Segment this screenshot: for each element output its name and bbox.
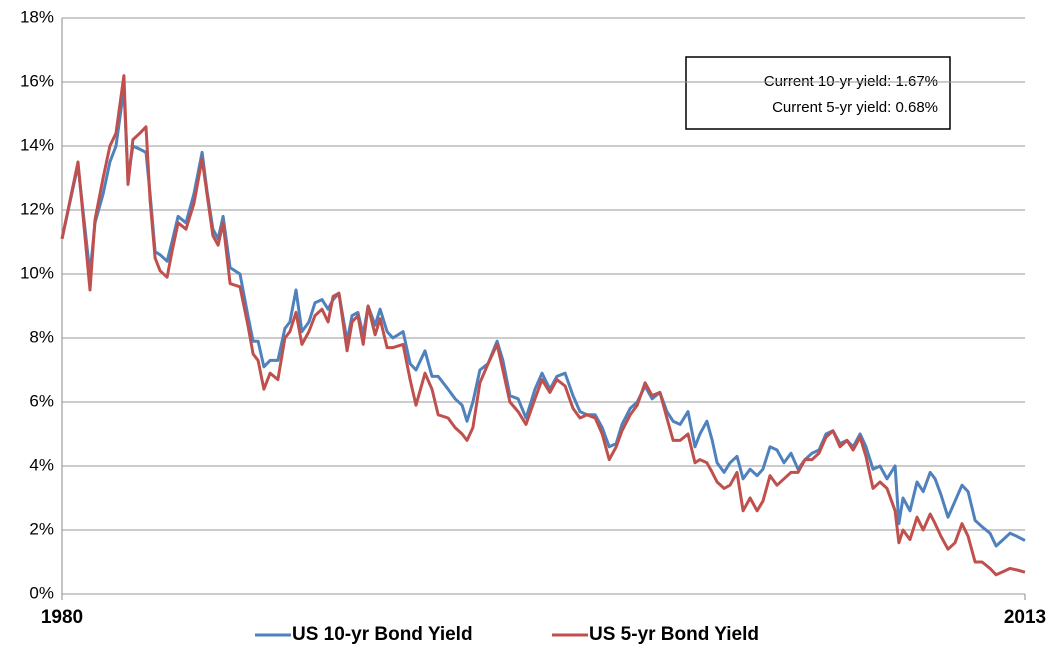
y-tick-label: 8% [29, 327, 54, 346]
y-tick-label: 18% [20, 7, 54, 26]
y-tick-label: 10% [20, 263, 54, 282]
y-tick-label: 2% [29, 519, 54, 538]
annotation: Current 5-yr yield: 0.68% [772, 99, 938, 116]
y-tick-label: 0% [29, 583, 54, 602]
y-tick-label: 12% [20, 199, 54, 218]
legend-label: US 5-yr Bond Yield [589, 624, 759, 645]
series-line [60, 86, 1026, 548]
annotation-box [685, 56, 951, 130]
legend-label: US 10-yr Bond Yield [292, 624, 473, 645]
y-tick-label: 6% [29, 391, 54, 410]
y-tick-label: 16% [20, 71, 54, 90]
x-tick-label: 2013 [1004, 607, 1046, 628]
y-tick-label: 4% [29, 455, 54, 474]
series-line [60, 74, 1026, 577]
annotation: Current 10-yr yield: 1.67% [764, 73, 938, 90]
y-tick-label: 14% [20, 135, 54, 154]
x-tick-label: 1980 [41, 607, 83, 628]
